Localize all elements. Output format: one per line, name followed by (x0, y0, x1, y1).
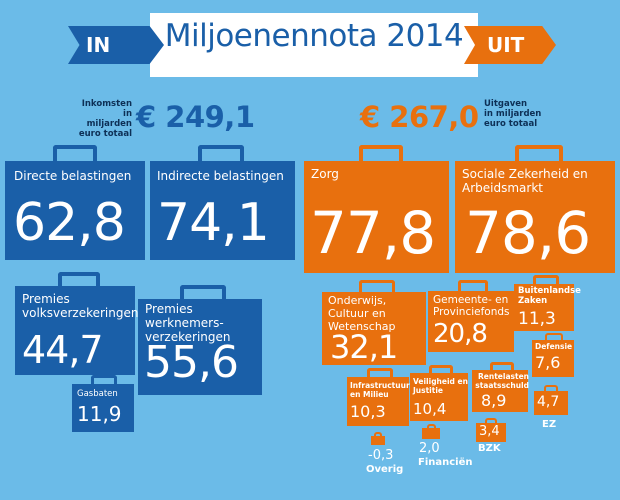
expense-zorg: Zorg 77,8 (304, 145, 449, 273)
in-label: IN (86, 33, 111, 57)
expense-total: € 267,0 (360, 100, 479, 134)
income-premies-volksverzekeringen: Premies volksverzekeringen 44,7 (15, 272, 138, 375)
financien-label: Financiën (418, 457, 473, 468)
expense-ez: 4,7 (534, 385, 568, 415)
uit-arrow (464, 26, 556, 64)
title-banner (150, 13, 478, 77)
in-arrow (68, 26, 164, 64)
expense-onderwijs: Onderwijs, Cultuur en Wetenschap 32,1 (322, 280, 426, 366)
income-caption: Inkomsten in miljarden euro totaal (78, 99, 132, 139)
page-title: Miljoenennota 2014 (164, 18, 464, 54)
expense-financien (422, 424, 440, 439)
expense-defensie: Defensie 7,6 (532, 333, 574, 377)
expense-sociale-zekerheid: Sociale Zekerheid en Arbeidsmarkt 78,6 (455, 145, 615, 273)
expense-caption: Uitgaven in miljarden euro totaal (484, 99, 542, 129)
expense-rentelasten: Rentelasten staatsschuld 8,9 (472, 362, 529, 412)
expense-infrastructuur-milieu: Infrastructuur en Milieu 10,3 (347, 368, 410, 426)
expense-buitenlandse-zaken: Buitenlandse Zaken 11,3 (514, 275, 581, 331)
uit-label: UIT (487, 33, 525, 57)
income-directe-belastingen: Directe belastingen 62,8 (5, 145, 145, 260)
financien-value: 2,0 (419, 441, 440, 456)
expense-veiligheid-justitie: Veiligheid en Justitie 10,4 (410, 365, 468, 421)
income-indirecte-belastingen: Indirecte belastingen 74,1 (150, 145, 295, 260)
income-total: € 249,1 (136, 100, 255, 134)
income-gasbaten: Gasbaten 11,9 (72, 375, 134, 432)
expense-bzk: 3,4 (476, 418, 506, 442)
bzk-label: BZK (478, 443, 501, 454)
expense-overig (371, 432, 385, 445)
overig-value: -0,3 (368, 448, 394, 463)
income-premies-werknemersverzekeringen: Premies werknemers-verzekeringen 55,6 (138, 285, 262, 395)
expense-gemeente-provinciefonds: Gemeente- en Provinciefonds 20,8 (428, 280, 514, 352)
overig-label: Overig (366, 464, 404, 475)
ez-label: EZ (542, 419, 557, 430)
